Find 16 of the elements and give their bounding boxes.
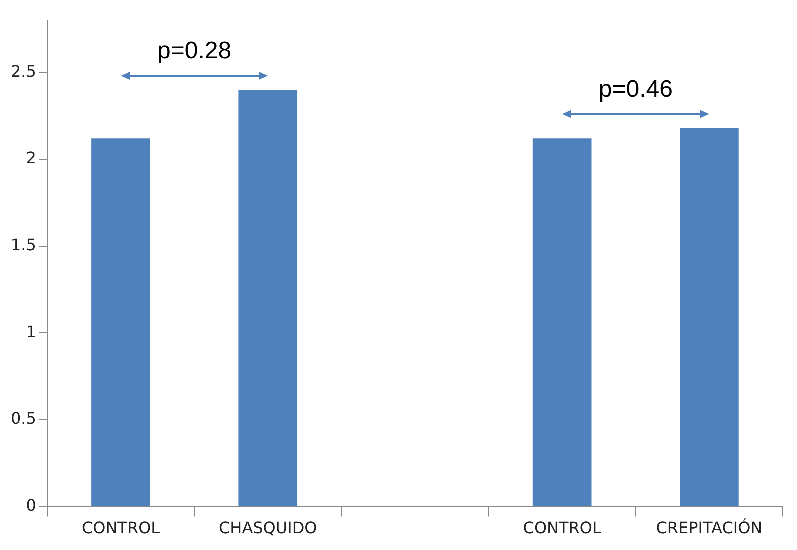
annotation: p=0.28 [158, 38, 232, 65]
y-tick-label: 2 [26, 148, 36, 168]
bar [680, 128, 739, 506]
y-tick-label: 0.5 [10, 409, 36, 428]
x-tick-label: CREPITACIÓN [656, 518, 763, 538]
annotation: p=0.46 [598, 76, 673, 103]
x-tick-label: CHASQUIDO [218, 518, 318, 538]
bar [92, 138, 150, 506]
bar [532, 138, 592, 506]
y-tick-label: 0 [26, 496, 36, 515]
y-tick-label: 1 [26, 322, 36, 342]
x-tick-label: CONTROL [82, 518, 160, 538]
y-tick-label: 2.5 [10, 62, 36, 81]
bar [238, 90, 298, 506]
x-tick-label: CONTROL [523, 518, 602, 538]
y-tick-label: 1.5 [10, 235, 36, 254]
